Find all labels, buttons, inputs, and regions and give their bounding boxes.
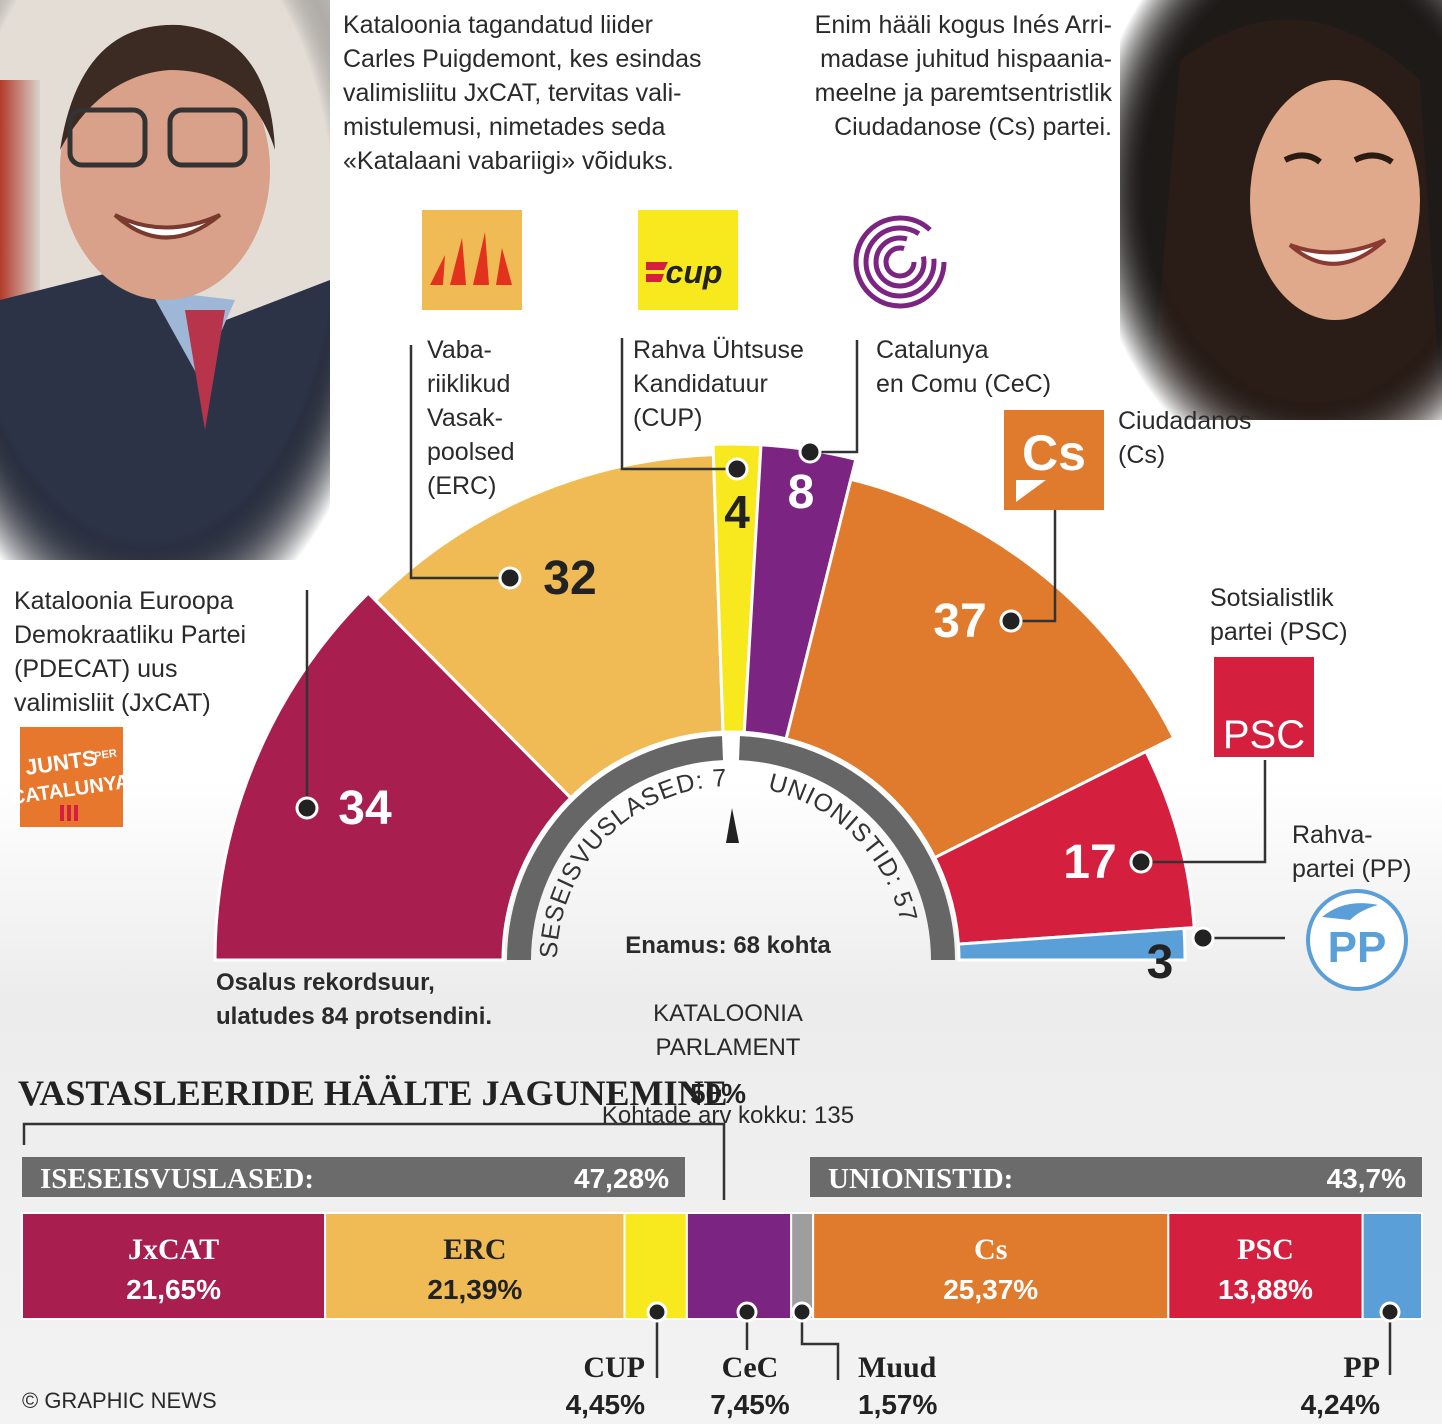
bar-value-psc: 13,88% — [1218, 1274, 1313, 1305]
bar-segment-pp — [1361, 1212, 1424, 1320]
pp-logo: PP — [1306, 889, 1408, 991]
caption-puigdemont: Kataloonia tagandatud liider Carles Puig… — [343, 11, 702, 175]
caption-arrimadas: Enim hääli kogus Inés Arri- madase juhit… — [814, 11, 1112, 141]
bar-segment-jxcat — [21, 1212, 327, 1320]
dot-bar-muud — [791, 1301, 813, 1323]
leader-psc — [1141, 760, 1267, 864]
bloc-header-independence — [22, 1157, 685, 1197]
cup-logo-text: cup — [666, 254, 723, 290]
bloc-header-unionist-title: UNIONISTID: — [828, 1163, 1013, 1195]
seat-slice-erc — [373, 453, 725, 800]
bar-name-pp: PP — [1343, 1351, 1380, 1384]
label-pp: Rahva- partei (PP) — [1292, 821, 1412, 883]
leader-50pct — [22, 1122, 726, 1200]
label-jxcat: Kataloonia Euroopa Demokraatliku Partei … — [14, 587, 247, 717]
bloc-ring-unionist — [738, 736, 955, 960]
bar-value-muud: 1,57% — [858, 1389, 937, 1420]
label-cs: Ciudadanos (Cs) — [1118, 407, 1252, 469]
bar-name-cs: Cs — [974, 1233, 1007, 1266]
seat-count-psc: 17 — [1063, 836, 1116, 889]
seat-count-pp: 3 — [1147, 936, 1174, 989]
dot-pp — [1191, 926, 1215, 950]
dot-cs — [999, 609, 1023, 633]
dot-erc — [498, 566, 522, 590]
bar-name-cec: CeC — [722, 1351, 779, 1384]
seat-slice-jxcat — [213, 590, 573, 962]
cec-logo-icon — [853, 215, 947, 309]
dot-psc — [1129, 850, 1153, 874]
bar-name-cup: CUP — [583, 1351, 645, 1384]
bar-segment-cs — [812, 1212, 1170, 1320]
cup-logo: cup — [638, 210, 738, 310]
leader-dots — [295, 440, 1401, 1323]
bar-value-cup: 4,45% — [566, 1389, 645, 1420]
psc-logo-text: PSC — [1223, 713, 1305, 757]
parliament-semicircle — [213, 442, 1196, 962]
bar-value-erc: 21,39% — [427, 1274, 522, 1305]
bar-value-pp: 4,24% — [1301, 1389, 1380, 1420]
seats-total: Kohtade arv kokku: 135 — [601, 1102, 855, 1129]
seat-slice-cec — [742, 443, 858, 741]
bar-name-jxcat: JxCAT — [128, 1233, 219, 1266]
dot-bar-cup — [646, 1301, 668, 1323]
bar-title: VASTASLEERIDE HÄÄLTE JAGUNEMINE — [18, 1073, 728, 1113]
leader-erc — [409, 345, 510, 580]
vote-share-bar: JxCAT 21,65% ERC 21,39% Cs 25,37% PSC 13,88% CUP… — [18, 1073, 1424, 1420]
dot-cec — [798, 440, 822, 464]
label-erc: Vaba- riiklikud Vasak- poolsed (ERC) — [427, 336, 515, 500]
dot-bar-pp — [1379, 1301, 1401, 1323]
erc-logo — [422, 210, 522, 310]
puigdemont-photo — [0, 0, 330, 560]
bar-name-psc: PSC — [1237, 1233, 1294, 1266]
bar-segment-psc — [1167, 1212, 1364, 1320]
dot-jxcat — [295, 796, 319, 820]
leader-cup — [620, 338, 737, 471]
seat-count-erc: 32 — [543, 552, 596, 605]
label-cup: Rahva Ühtsuse Kandidatuur (CUP) — [633, 336, 804, 432]
leader-cs — [1011, 510, 1057, 623]
bar-name-muud: Muud — [858, 1351, 937, 1384]
parliament-center-text: Enamus: 68 kohta KATALOONIA PARLAMENT Ko… — [560, 895, 896, 1167]
jxcat-logo: JUNTS PER CATALUNYA — [9, 727, 131, 827]
credit: © GRAPHIC NEWS — [22, 1388, 217, 1413]
cs-logo-text: Cs — [1022, 425, 1086, 481]
leader-cec — [810, 340, 859, 454]
seat-slice-cs — [784, 477, 1176, 860]
turnout-note: Osalus rekordsuur, ulatudes 84 protsendi… — [216, 969, 493, 1030]
pp-logo-text: PP — [1328, 923, 1387, 972]
dot-bar-cec — [736, 1301, 758, 1323]
bloc-header-unionist — [810, 1157, 1422, 1197]
seat-slice-pp — [956, 926, 1187, 962]
seat-count-cup: 4 — [724, 486, 750, 538]
bar-name-erc: ERC — [443, 1233, 506, 1266]
bar-value-cs: 25,37% — [943, 1274, 1038, 1305]
dot-cup — [725, 457, 749, 481]
seat-count-cs: 37 — [933, 595, 986, 648]
seat-slice-psc — [932, 749, 1196, 946]
bloc-header-unionist-value: 43,7% — [1327, 1163, 1406, 1194]
majority-arrow-icon — [726, 808, 739, 843]
arrimadas-photo — [1120, 0, 1442, 420]
bar-segment-cec — [685, 1212, 793, 1320]
label-psc: Sotsialistlik partei (PSC) — [1210, 584, 1348, 646]
bar-value-jxcat: 21,65% — [126, 1274, 221, 1305]
bloc-header-independence-title: ISESEISVUSLASED: — [40, 1163, 314, 1195]
bloc-header-independence-value: 47,28% — [574, 1163, 669, 1194]
bar-segment-cup — [623, 1212, 688, 1320]
bloc-ring-independence — [507, 736, 724, 960]
label-cec: Catalunya en Comu (CeC) — [876, 336, 1052, 398]
seat-count-jxcat: 34 — [338, 782, 392, 835]
parliament-name: KATALOONIA PARLAMENT — [653, 1000, 803, 1061]
bar-value-cec: 7,45% — [710, 1389, 789, 1420]
majority-label: Enamus: 68 kohta — [625, 932, 831, 959]
bar-segment-erc — [324, 1212, 626, 1320]
psc-logo: PSC — [1214, 657, 1314, 757]
majority-marker-label: 50% — [690, 1078, 746, 1109]
cs-logo: Cs — [1004, 410, 1104, 510]
leader-bar-muud — [800, 1312, 840, 1380]
svg-text:PER: PER — [94, 748, 118, 763]
seat-count-cec: 8 — [788, 466, 815, 519]
